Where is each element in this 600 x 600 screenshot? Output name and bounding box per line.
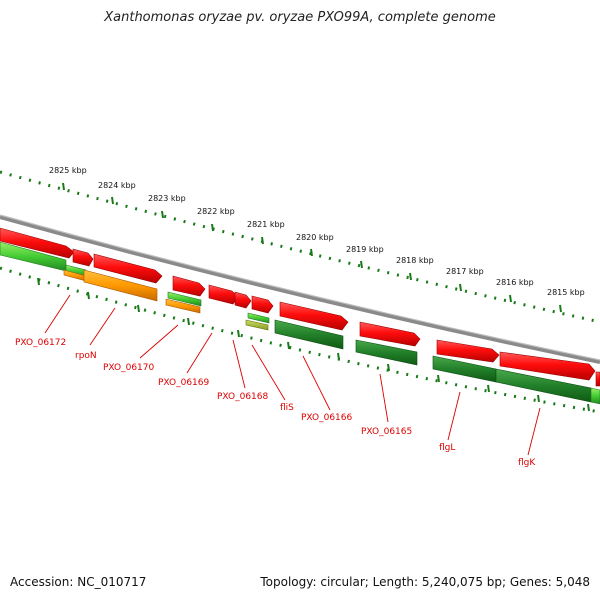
gene-bar[interactable] [167, 291, 202, 307]
gene-bar-highlight[interactable] [165, 298, 201, 314]
gene-label[interactable]: PXO_06170 [103, 363, 155, 373]
gene-label[interactable]: PXO_06168 [217, 392, 269, 402]
gene-arrow[interactable] [251, 295, 274, 314]
gene-arrow[interactable] [0, 227, 75, 259]
scale-label: 2825 kbp [49, 166, 87, 175]
gene-label[interactable]: flgL [439, 443, 455, 453]
gene-arrow[interactable] [93, 253, 163, 284]
lower-dotted-arc [0, 266, 600, 414]
forward-strand-genes [0, 241, 600, 405]
genome-backbone [0, 215, 600, 364]
gene-bar[interactable] [247, 312, 270, 324]
lower-ticks [37, 277, 590, 412]
gene-arrow[interactable] [208, 284, 239, 305]
scale-label: 2819 kbp [346, 245, 384, 254]
scale-dotted-arc [0, 170, 600, 324]
scale-label: 2821 kbp [247, 220, 285, 229]
topology-label: Topology: circular; Length: 5,240,075 bp… [260, 575, 590, 589]
gene-arrow[interactable] [172, 275, 206, 297]
gene-label[interactable]: PXO_06165 [361, 427, 412, 437]
scale-label: 2815 kbp [547, 288, 585, 297]
gene-label[interactable]: fliS [280, 403, 294, 413]
gene-arrow[interactable] [436, 339, 500, 363]
gene-label[interactable]: flgK [518, 458, 536, 468]
reverse-strand-genes [0, 227, 600, 387]
gene-arrow[interactable] [234, 291, 252, 309]
scale-label: 2822 kbp [197, 207, 235, 216]
gene-bar-highlight[interactable] [83, 269, 158, 302]
gene-bar[interactable] [245, 319, 269, 331]
scale-label: 2824 kbp [98, 181, 136, 190]
scale-label: 2823 kbp [148, 194, 186, 203]
gene-bar[interactable] [590, 387, 600, 405]
gene-bar[interactable] [274, 319, 344, 350]
scale-label: 2818 kbp [396, 256, 434, 265]
gene-arrow[interactable] [499, 351, 596, 381]
map-title: Xanthomonas oryzae pv. oryzae PXO99A, co… [104, 10, 496, 25]
gene-arrow[interactable] [595, 371, 600, 387]
gene-label[interactable]: PXO_06166 [301, 413, 353, 423]
gene-label-leaders [44, 294, 541, 456]
gene-bar[interactable] [355, 339, 418, 366]
gene-labels: PXO_06172 rpoN PXO_06170 PXO_06169 PXO_0… [15, 338, 536, 468]
gene-arrow[interactable] [72, 248, 94, 267]
gene-label[interactable]: PXO_06169 [158, 378, 210, 388]
scale-label: 2816 kbp [496, 278, 534, 287]
scale-labels: 2825 kbp 2824 kbp 2823 kbp 2822 kbp 2821… [49, 166, 585, 297]
scale-ticks [62, 182, 562, 313]
gene-label[interactable]: PXO_06172 [15, 338, 66, 348]
gene-label[interactable]: rpoN [75, 351, 97, 361]
accession-label: Accession: NC_010717 [10, 575, 147, 589]
gene-arrow[interactable] [359, 321, 421, 347]
scale-label: 2820 kbp [296, 233, 334, 242]
scale-label: 2817 kbp [446, 267, 484, 276]
gene-arrow[interactable] [279, 301, 349, 331]
